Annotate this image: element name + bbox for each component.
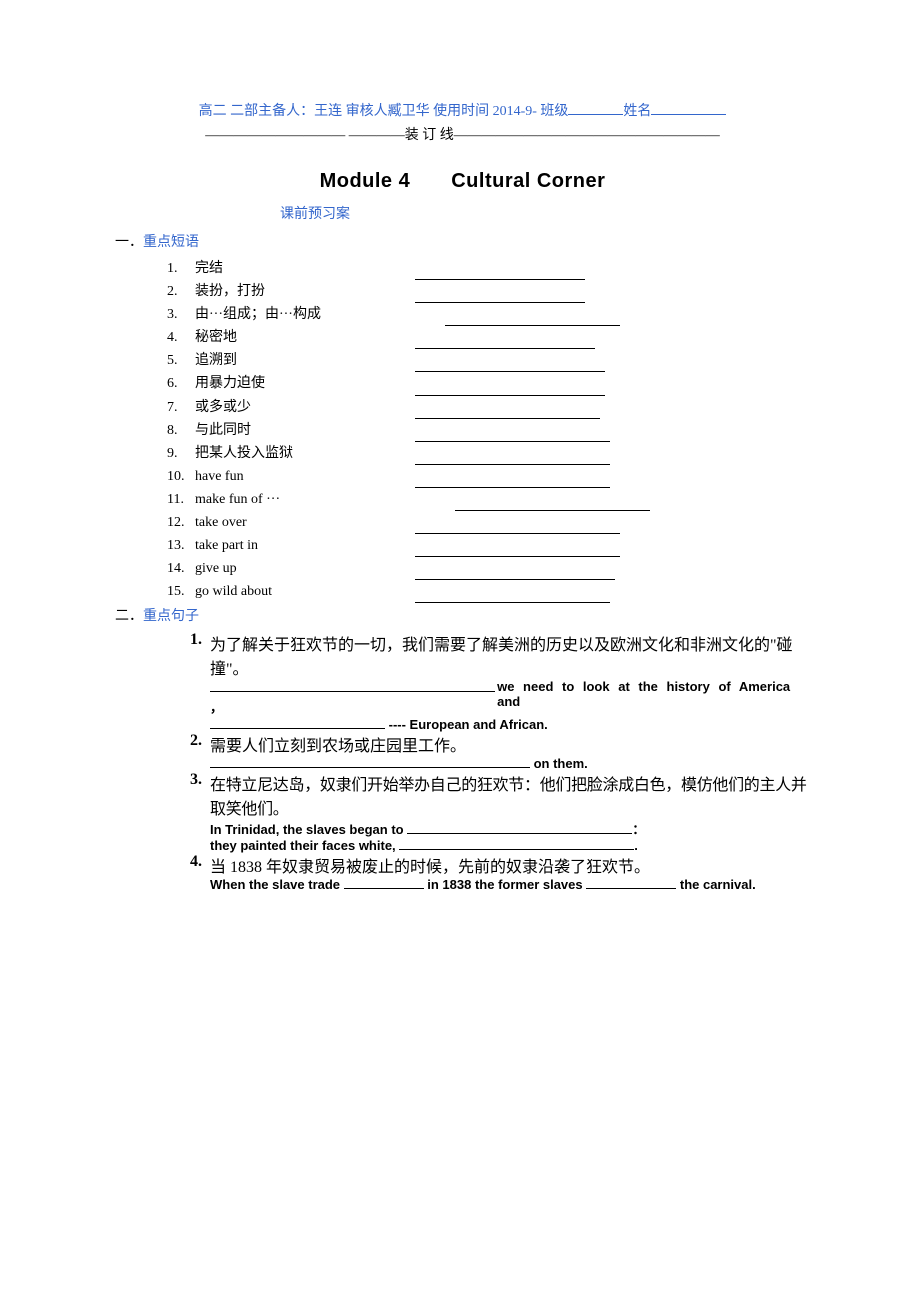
header-info: 高二 二部主备人：王连 审核人臧卫华 使用时间 2014-9- 班级 (199, 104, 569, 119)
phrase-blank[interactable] (415, 280, 585, 303)
fill-blank[interactable] (344, 888, 424, 889)
phrase-blank[interactable] (415, 419, 610, 442)
phrase-num: 9. (167, 442, 195, 465)
phrase-blank[interactable] (415, 442, 610, 465)
phrase-text: 追溯到 (195, 349, 415, 372)
phrase-item: 1.完结 (167, 257, 810, 280)
phrase-item: 12.take over (167, 511, 810, 534)
phrase-num: 7. (167, 396, 195, 419)
phrase-blank[interactable] (415, 580, 610, 603)
sentence-english-line2: ---- European and African. (210, 717, 810, 732)
name-blank[interactable] (651, 114, 726, 115)
phrase-blank[interactable] (415, 349, 605, 372)
sentence-num: 1. (190, 631, 210, 649)
phrase-text: 完结 (195, 257, 415, 280)
binding-line: —————————— ————装 订 线——————————————————— (115, 124, 810, 144)
phrase-num: 6. (167, 372, 195, 395)
phrase-num: 14. (167, 557, 195, 580)
phrase-text: take part in (195, 534, 415, 557)
phrase-blank[interactable] (415, 326, 595, 349)
phrase-blank[interactable] (415, 372, 605, 395)
phrase-text: take over (195, 511, 415, 534)
sentence-english: When the slave trade in 1838 the former … (210, 877, 810, 892)
phrase-num: 8. (167, 419, 195, 442)
phrase-item: 7.或多或少 (167, 396, 810, 419)
sentence-num: 4. (190, 853, 210, 871)
sentence-list: 1. 为了解关于狂欢节的一切，我们需要了解美洲的历史以及欧洲文化和非洲文化的"碰… (190, 631, 810, 892)
phrase-blank[interactable] (455, 488, 650, 511)
phrase-num: 3. (167, 303, 195, 326)
sentence-item-1: 1. 为了解关于狂欢节的一切，我们需要了解美洲的历史以及欧洲文化和非洲文化的"碰… (190, 631, 810, 732)
sentence-english-line2: they painted their faces white, . (210, 838, 810, 853)
phrase-blank[interactable] (415, 557, 615, 580)
sentence-item-2: 2. 需要人们立刻到农场或庄园里工作。 on them. (190, 732, 810, 771)
phrase-item: 14.give up (167, 557, 810, 580)
phrase-text: 秘密地 (195, 326, 415, 349)
phrase-text: 把某人投入监狱 (195, 442, 415, 465)
phrase-num: 10. (167, 465, 195, 488)
phrase-item: 8.与此同时 (167, 419, 810, 442)
phrase-num: 4. (167, 326, 195, 349)
sentence-num: 3. (190, 771, 210, 789)
sentence-item-3: 3. 在特立尼达岛，奴隶们开始举办自己的狂欢节：他们把脸涂成白色，模仿他们的主人… (190, 771, 810, 853)
phrase-item: 13.take part in (167, 534, 810, 557)
phrase-num: 12. (167, 511, 195, 534)
module-title: Module 4 Cultural Corner (115, 164, 810, 193)
phrase-text: 用暴力迫使 (195, 372, 415, 395)
sentence-english: we need to look at the history of Americ… (497, 679, 810, 717)
section-two-label: 二．重点句子 (115, 605, 810, 625)
fill-blank[interactable] (586, 888, 676, 889)
sentence-chinese: 为了解关于狂欢节的一切，我们需要了解美洲的历史以及欧洲文化和非洲文化的"碰撞"。 (210, 631, 810, 679)
phrase-text: 由···组成；由···构成 (195, 303, 445, 326)
phrase-list: 1.完结2.装扮，打扮3.由···组成；由···构成4.秘密地5.追溯到6.用暴… (167, 257, 810, 603)
phrase-item: 6.用暴力迫使 (167, 372, 810, 395)
document-header: 高二 二部主备人：王连 审核人臧卫华 使用时间 2014-9- 班级 姓名 (115, 100, 810, 120)
phrase-text: have fun (195, 465, 415, 488)
sentence-chinese: 当 1838 年奴隶贸易被废止的时候，先前的奴隶沿袭了狂欢节。 (210, 853, 810, 877)
sentence-chinese: 需要人们立刻到农场或庄园里工作。 (210, 732, 810, 756)
sentence-english-line1: In Trinidad, the slaves began to ： (210, 819, 810, 838)
class-blank[interactable] (568, 114, 623, 115)
phrase-blank[interactable] (415, 396, 600, 419)
subtitle: 课前预习案 (280, 203, 810, 223)
phrase-item: 3.由···组成；由···构成 (167, 303, 810, 326)
fill-blank[interactable] (407, 833, 632, 834)
sentence-num: 2. (190, 732, 210, 750)
phrase-text: make fun of ··· (195, 488, 455, 511)
phrase-item: 4.秘密地 (167, 326, 810, 349)
phrase-text: give up (195, 557, 415, 580)
phrase-item: 5.追溯到 (167, 349, 810, 372)
phrase-blank[interactable] (415, 257, 585, 280)
phrase-num: 11. (167, 488, 195, 511)
phrase-num: 5. (167, 349, 195, 372)
phrase-num: 2. (167, 280, 195, 303)
phrase-item: 2.装扮，打扮 (167, 280, 810, 303)
name-label: 姓名 (623, 104, 651, 119)
phrase-num: 15. (167, 580, 195, 603)
fill-blank[interactable] (210, 728, 385, 729)
phrase-text: 装扮，打扮 (195, 280, 415, 303)
sentence-chinese: 在特立尼达岛，奴隶们开始举办自己的狂欢节：他们把脸涂成白色，模仿他们的主人并取笑… (210, 771, 810, 819)
phrase-num: 1. (167, 257, 195, 280)
phrase-text: 或多或少 (195, 396, 415, 419)
phrase-blank[interactable] (415, 465, 610, 488)
sentence-english: on them. (210, 756, 810, 771)
phrase-text: go wild about (195, 580, 415, 603)
phrase-item: 11.make fun of ··· (167, 488, 810, 511)
phrase-item: 9.把某人投入监狱 (167, 442, 810, 465)
fill-blank[interactable] (210, 767, 530, 768)
phrase-blank[interactable] (445, 303, 620, 326)
phrase-text: 与此同时 (195, 419, 415, 442)
phrase-num: 13. (167, 534, 195, 557)
section-one-label: 一．重点短语 (115, 231, 810, 251)
fill-blank[interactable] (399, 849, 634, 850)
sentence-item-4: 4. 当 1838 年奴隶贸易被废止的时候，先前的奴隶沿袭了狂欢节。 When … (190, 853, 810, 892)
phrase-item: 15.go wild about (167, 580, 810, 603)
fill-blank[interactable] (210, 691, 495, 692)
phrase-blank[interactable] (415, 534, 620, 557)
phrase-item: 10.have fun (167, 465, 810, 488)
phrase-blank[interactable] (415, 511, 620, 534)
